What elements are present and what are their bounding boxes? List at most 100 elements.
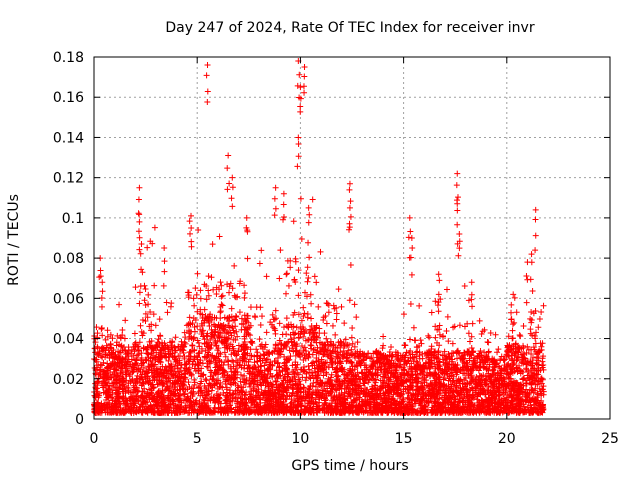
data-point <box>128 365 135 372</box>
data-point <box>349 324 356 331</box>
data-point <box>170 400 177 407</box>
data-point <box>443 328 450 335</box>
data-point <box>252 314 259 321</box>
data-point <box>285 324 292 331</box>
data-point <box>154 343 161 350</box>
data-point <box>307 342 314 349</box>
data-point <box>144 369 151 376</box>
data-point <box>148 338 155 345</box>
data-point <box>256 336 263 343</box>
data-point <box>104 327 111 334</box>
data-point <box>168 342 175 349</box>
data-point <box>321 330 328 337</box>
data-point <box>176 409 183 416</box>
data-point <box>137 394 144 401</box>
data-point <box>99 332 106 339</box>
data-point <box>142 286 149 293</box>
data-point <box>142 393 149 400</box>
data-point <box>258 313 265 320</box>
data-point <box>461 282 468 289</box>
data-point <box>156 409 163 416</box>
data-point <box>217 308 224 315</box>
data-point <box>150 311 157 318</box>
data-point <box>125 387 132 394</box>
data-point <box>197 295 204 302</box>
data-point <box>292 255 299 262</box>
data-point <box>138 328 145 335</box>
data-point <box>132 284 139 291</box>
data-point <box>174 387 181 394</box>
data-point <box>147 403 154 410</box>
data-point <box>283 271 290 278</box>
data-point <box>171 379 178 386</box>
data-point <box>139 371 146 378</box>
data-point <box>324 300 331 307</box>
data-point <box>218 301 225 308</box>
data-point <box>153 342 160 349</box>
data-point <box>91 356 98 363</box>
data-point <box>256 260 263 267</box>
data-point <box>135 351 142 358</box>
data-point <box>186 218 193 225</box>
data-point <box>144 409 151 416</box>
data-point <box>117 349 124 356</box>
data-point <box>139 376 146 383</box>
data-point <box>169 372 176 379</box>
data-point <box>338 339 345 346</box>
data-point <box>115 353 122 360</box>
data-point <box>407 301 414 308</box>
data-point <box>161 346 168 353</box>
data-point <box>116 341 123 348</box>
data-point <box>181 361 188 368</box>
data-point <box>154 400 161 407</box>
data-point <box>432 334 439 341</box>
data-point <box>443 286 450 293</box>
data-point <box>127 378 134 385</box>
data-point <box>416 302 423 309</box>
data-point <box>169 347 176 354</box>
data-point <box>98 353 105 360</box>
data-point <box>120 381 127 388</box>
data-point <box>132 342 139 349</box>
data-point <box>323 320 330 327</box>
data-point <box>156 316 163 323</box>
data-point <box>417 337 424 344</box>
data-point <box>103 382 110 389</box>
data-point <box>146 364 153 371</box>
data-point <box>98 380 105 387</box>
data-point <box>283 331 290 338</box>
data-point <box>135 395 142 402</box>
data-point <box>113 373 120 380</box>
data-point <box>142 310 149 317</box>
data-point <box>142 318 149 325</box>
data-point <box>119 386 126 393</box>
data-point <box>241 365 248 372</box>
data-point <box>159 389 166 396</box>
data-point <box>144 244 151 251</box>
data-point <box>163 385 170 392</box>
data-point <box>121 409 128 416</box>
data-point <box>301 310 308 317</box>
data-point <box>132 380 139 387</box>
data-point <box>102 336 109 343</box>
data-point <box>190 295 197 302</box>
data-point <box>150 372 157 379</box>
data-point <box>232 312 239 319</box>
data-point <box>94 334 101 341</box>
data-point <box>160 344 167 351</box>
data-point <box>205 273 212 280</box>
data-point <box>98 326 105 333</box>
data-point <box>99 407 106 414</box>
data-point <box>338 303 345 310</box>
data-point <box>308 300 315 307</box>
data-point <box>103 380 110 387</box>
data-point <box>144 314 151 321</box>
data-point <box>110 347 117 354</box>
data-point <box>92 349 99 356</box>
data-point <box>276 275 283 282</box>
data-point <box>123 401 130 408</box>
data-point <box>154 373 161 380</box>
data-point <box>298 236 305 243</box>
data-point <box>147 308 154 315</box>
data-point <box>160 374 167 381</box>
